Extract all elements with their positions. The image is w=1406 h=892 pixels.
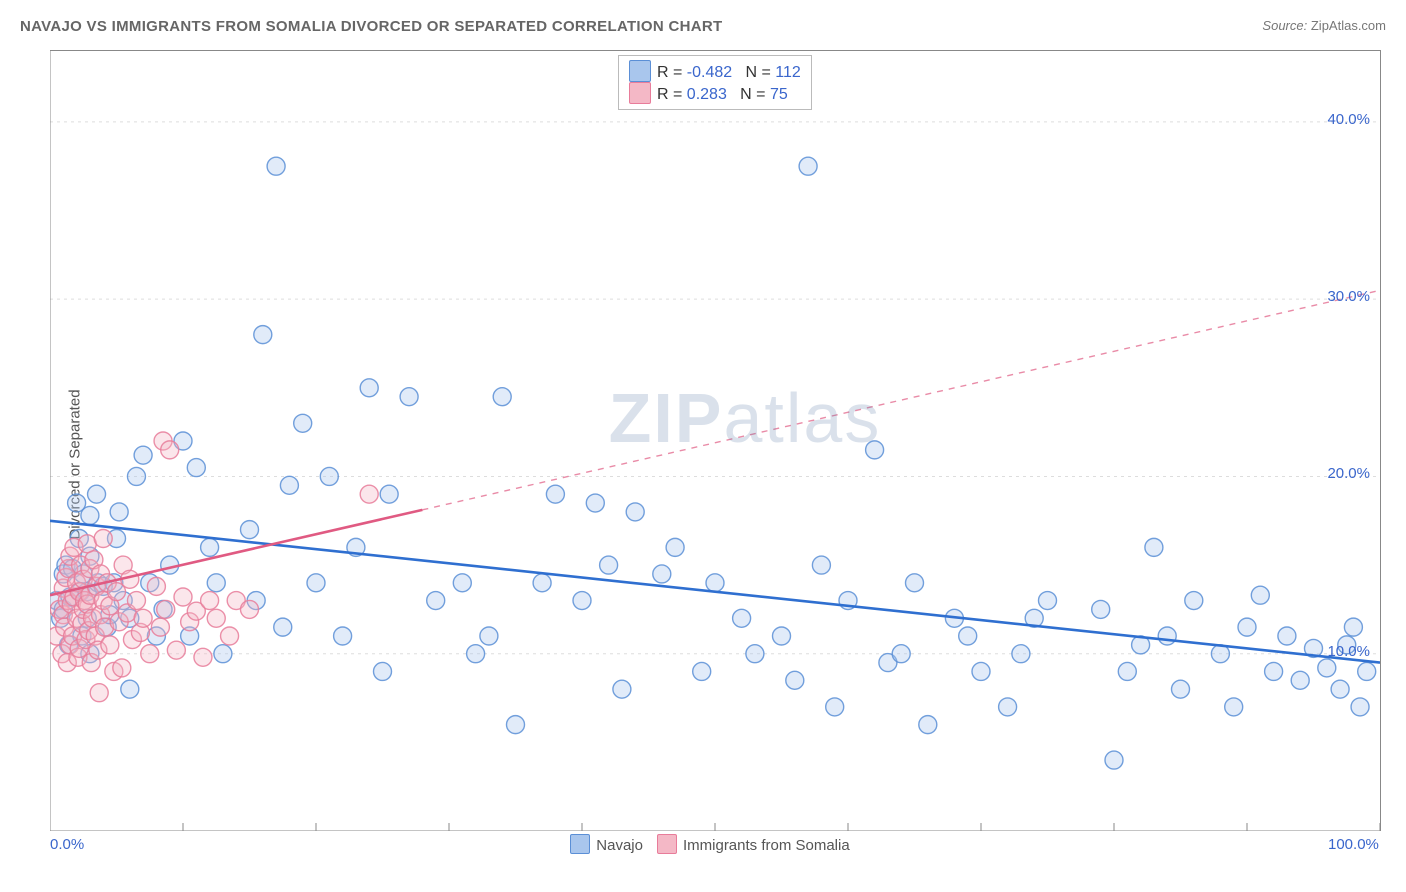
y-tick-label: 20.0% bbox=[1320, 465, 1370, 482]
legend-label: Navajo bbox=[596, 837, 643, 854]
source-attribution: Source: ZipAtlas.com bbox=[1262, 18, 1386, 33]
scatter-plot bbox=[50, 50, 1381, 831]
y-tick-label: 40.0% bbox=[1320, 111, 1370, 128]
chart-container: NAVAJO VS IMMIGRANTS FROM SOMALIA DIVORC… bbox=[0, 0, 1406, 892]
legend-label: Immigrants from Somalia bbox=[683, 837, 850, 854]
x-axis-max-label: 100.0% bbox=[1328, 836, 1379, 853]
source-label: Source: bbox=[1262, 18, 1307, 33]
chart-title: NAVAJO VS IMMIGRANTS FROM SOMALIA DIVORC… bbox=[20, 18, 722, 35]
stats-row: R = 0.283 N = 75 bbox=[629, 82, 801, 104]
x-axis-min-label: 0.0% bbox=[50, 836, 84, 853]
legend-swatch bbox=[657, 834, 677, 854]
legend-swatch bbox=[570, 834, 590, 854]
y-tick-label: 30.0% bbox=[1320, 288, 1370, 305]
correlation-stats-box: R = -0.482 N = 112R = 0.283 N = 75 bbox=[618, 55, 812, 110]
source-value: ZipAtlas.com bbox=[1311, 18, 1386, 33]
stats-row: R = -0.482 N = 112 bbox=[629, 60, 801, 82]
legend-bottom: Navajo Immigrants from Somalia bbox=[0, 834, 1406, 854]
y-tick-label: 10.0% bbox=[1320, 643, 1370, 660]
